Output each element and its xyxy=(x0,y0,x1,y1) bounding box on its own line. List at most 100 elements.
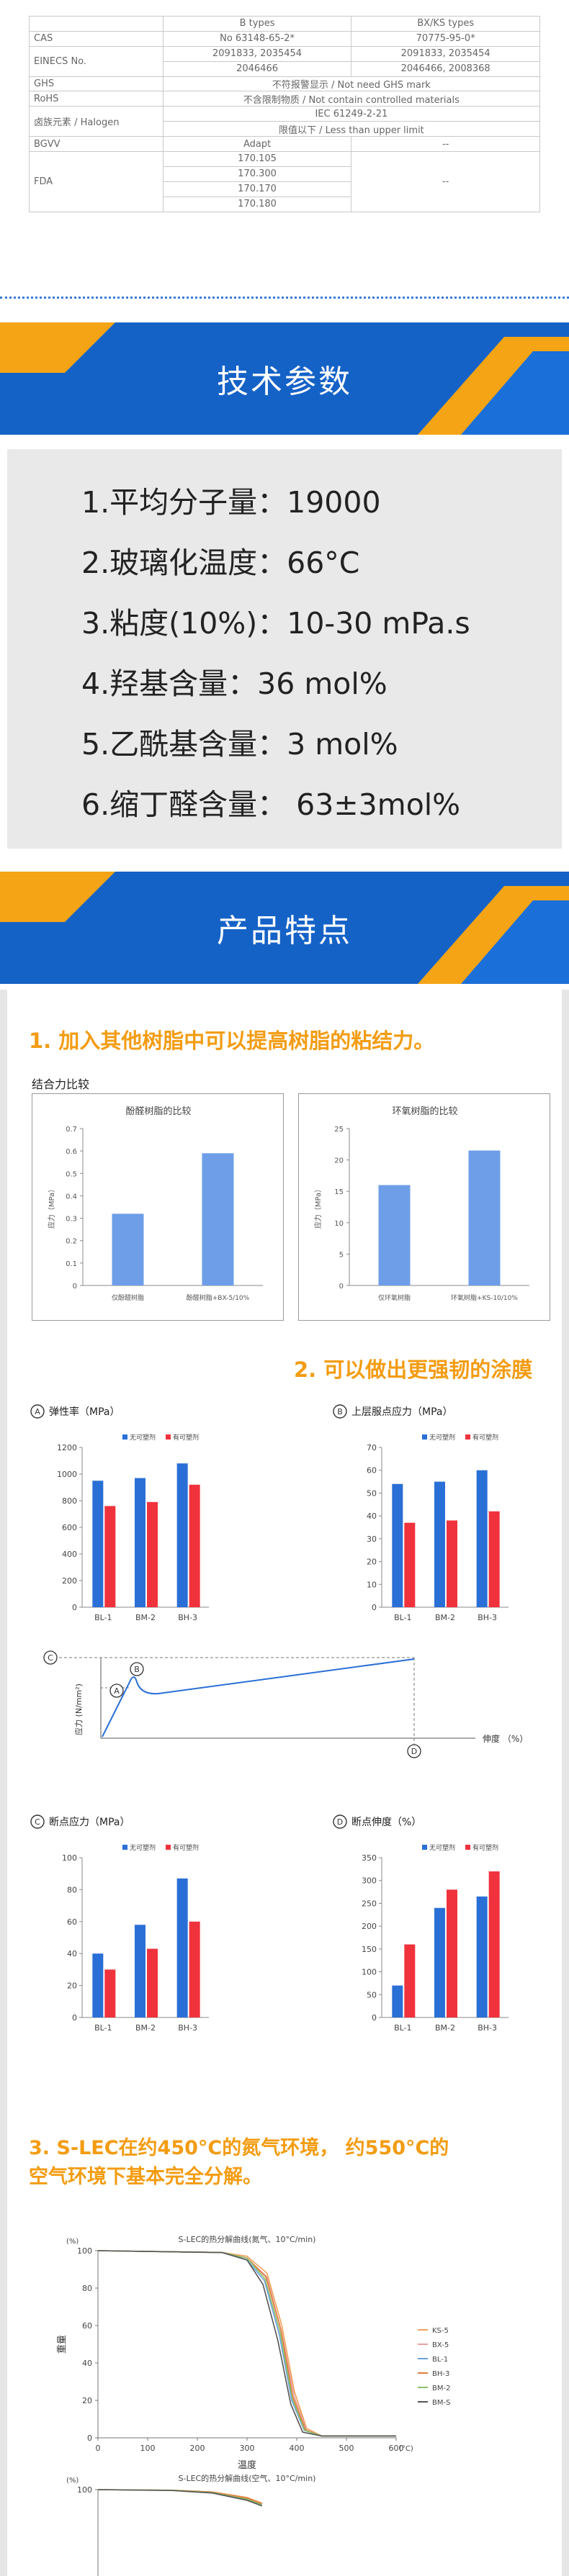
y-tick-label: 350 xyxy=(362,1853,377,1863)
table-row: CAS No 63148-65-2* 70775-95-0* xyxy=(29,30,540,47)
table-cell: EINECS No. xyxy=(29,45,163,77)
bar xyxy=(104,1506,116,1607)
y-tick-label: 800 xyxy=(62,1496,77,1506)
legend-label: BL-1 xyxy=(432,2356,448,2364)
bar xyxy=(434,1907,445,2017)
bar xyxy=(476,1896,488,2017)
legend-label: KS-5 xyxy=(432,2327,449,2335)
chart-mark-letter: B xyxy=(337,1407,343,1416)
param-item: 6.缩丁醛含量： 63±3mol% xyxy=(81,787,461,822)
y-tick-label: 100 xyxy=(62,1853,77,1863)
y-tick-label: 0.2 xyxy=(66,1238,77,1246)
y-axis-label: 应力 (N/mm²) xyxy=(73,1684,84,1735)
bar xyxy=(104,1969,116,2017)
bar xyxy=(434,1481,445,1607)
chart-mark xyxy=(30,1815,45,1829)
y-tick-label: 80 xyxy=(67,1885,77,1894)
y-tick-label: 20 xyxy=(334,1157,344,1165)
table-row: BGVV Adapt -- xyxy=(29,136,540,153)
y-tick-label: 250 xyxy=(362,1899,377,1908)
bar xyxy=(189,1921,200,2017)
point-mark xyxy=(130,1662,144,1676)
chart-box: 酚醛树脂的比较 0 0.1 0.2 0.3 0.4 0.5 0.6 0.7 应力（MPa） 仅酚醛树… xyxy=(32,1093,284,1321)
y-tick-label: 0.5 xyxy=(66,1170,77,1178)
dotted-divider xyxy=(0,297,569,299)
table-cell: 限值以下 / Less than upper limit xyxy=(162,121,541,137)
y-tick-label: 15 xyxy=(334,1188,344,1196)
chart-title: 断点伸度（%） xyxy=(351,1817,421,1828)
param-item: 5.乙酰基含量：3 mol% xyxy=(81,727,398,761)
y-tick-label: 40 xyxy=(67,1949,77,1958)
bar xyxy=(447,1889,457,2017)
x-tick-label: BL-1 xyxy=(94,1613,112,1622)
table-cell: No 63148-65-2* xyxy=(162,30,352,47)
phenolic-bar-chart: 酚醛树脂的比较 0 0.1 0.2 0.3 0.4 0.5 0.6 0.7 应力（MPa） 仅酚醛树… xyxy=(47,1106,263,1302)
y-axis-label: 应力（MPa） xyxy=(313,1185,323,1229)
y-tick-label: 1000 xyxy=(57,1470,77,1479)
bar xyxy=(112,1214,144,1285)
chart-mark-letter: A xyxy=(35,1407,40,1416)
banner-accent-overlay xyxy=(461,900,569,984)
table-cell: 2046466, 2008368 xyxy=(351,60,540,77)
table-row: RoHS 不含限制物质 / Not contain controlled mat… xyxy=(29,91,541,107)
y-tick-label: 100 xyxy=(362,1968,377,1977)
stress-strain-diagram: 应力 (N/mm²) 伸度 （%） C B A D xyxy=(43,1650,528,1758)
feature-heading-2: 2. 可以做出更强韧的涂膜 xyxy=(294,1357,533,1382)
bar xyxy=(176,1878,188,2017)
y-axis-label: 重量 xyxy=(56,2335,68,2354)
x-axis-label: 伸度 （%） xyxy=(483,1733,528,1744)
x-tick-label: BH-3 xyxy=(178,2023,197,2033)
table-cell: 170.105 xyxy=(162,151,352,167)
x-tick-label: BM-2 xyxy=(135,2023,156,2033)
bar xyxy=(202,1153,234,1285)
x-tick-label: BH-3 xyxy=(178,1613,197,1622)
legend-label: 无可塑剂 xyxy=(130,1843,156,1852)
bar xyxy=(404,1944,416,2017)
table-cell: 170.180 xyxy=(162,196,352,212)
y-tick-label: 70 xyxy=(367,1443,377,1452)
section-banner: 技术参数 xyxy=(0,322,569,435)
break-stress-chart: C 断点应力（MPa） 无可塑剂 有可塑剂 0 20 40 60 80 100 BL-1 BM-2 BH… xyxy=(30,1815,209,2033)
chart-mark xyxy=(333,1404,347,1419)
series-line xyxy=(97,2489,262,2507)
y-tick-label: 300 xyxy=(362,1876,377,1886)
y-tick-label: 0 xyxy=(73,1283,77,1291)
legend-label: BH-3 xyxy=(432,2370,449,2378)
y-tick-label: 40 xyxy=(367,1511,377,1521)
yield-stress-chart: B 上层服点应力（MPa） 无可塑剂 有可塑剂 0 10 20 30 40 50 60 70 BL-1 B… xyxy=(333,1404,508,1622)
bar xyxy=(447,1520,457,1607)
bar xyxy=(189,1484,200,1607)
legend-label: BM-S xyxy=(432,2399,450,2407)
series-line xyxy=(97,2250,396,2437)
table-cell: -- xyxy=(351,151,540,212)
x-tick-label: BM-2 xyxy=(435,1613,455,1622)
x-tick-label: 0 xyxy=(96,2444,101,2453)
table-cell: GHS xyxy=(29,76,163,92)
y-tick-label: 1200 xyxy=(57,1443,77,1452)
y-tick-label: 100 xyxy=(77,2485,92,2495)
chart-title: S-LEC的热分解曲线(空气、10°C/min) xyxy=(179,2473,316,2483)
table-cell: 70775-95-0* xyxy=(351,30,540,47)
series-line xyxy=(97,2489,262,2505)
table-cell: 不含限制物质 / Not contain controlled material… xyxy=(162,91,541,107)
y-tick-label: 20 xyxy=(367,1558,377,1567)
legend-swatch xyxy=(122,1845,127,1850)
chart-title: 弹性率（MPa） xyxy=(49,1406,120,1418)
table-header: B types xyxy=(162,16,352,32)
table-row: FDA 170.105 -- xyxy=(29,151,540,212)
x-tick-label: 300 xyxy=(240,2444,255,2453)
param-item: 3.粘度(10%)：10-30 mPa.s xyxy=(81,606,470,641)
banner-accent-left xyxy=(0,322,115,373)
legend-swatch xyxy=(422,1434,427,1440)
table-cell: 170.300 xyxy=(162,166,352,182)
table-row: 170.180 xyxy=(30,196,540,212)
x-tick-label: BM-2 xyxy=(435,2023,455,2033)
table-cell: FDA xyxy=(29,151,163,212)
point-mark xyxy=(43,1650,58,1665)
x-tick-label: 200 xyxy=(190,2444,205,2453)
feature-heading-3b: 空气环境下基本完全分解。 xyxy=(29,2166,262,2188)
y-tick-label: 80 xyxy=(82,2284,92,2293)
param-item: 2.玻璃化温度：66°C xyxy=(81,546,360,580)
bar xyxy=(488,1871,500,2017)
